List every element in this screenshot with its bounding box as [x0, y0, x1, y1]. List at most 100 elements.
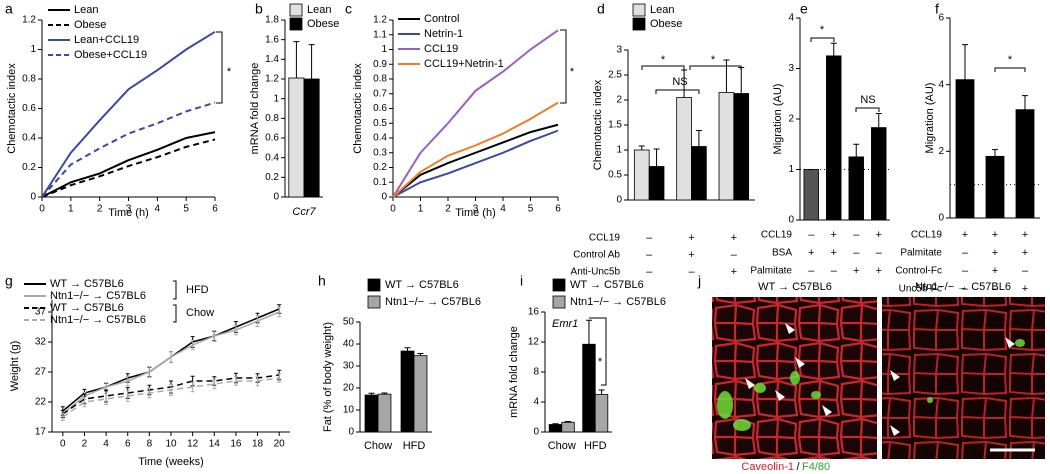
condition-mark: –: [962, 247, 969, 259]
x-tick-label: 1: [418, 204, 424, 215]
error-bar: [381, 392, 388, 395]
condition-mark: –: [808, 229, 815, 241]
y-tick-label: 1.2: [22, 15, 36, 26]
y-tick-label: 0.9: [373, 59, 387, 70]
bar: [582, 343, 596, 433]
annotation: NS: [672, 76, 687, 88]
y-tick-label: 0.8: [265, 113, 279, 124]
error-bar: [169, 384, 173, 396]
error-bar: [417, 352, 424, 356]
error-bar: [585, 319, 592, 345]
panel-letter: e: [800, 1, 808, 17]
legend-label: Lean: [74, 4, 98, 16]
y-tick-label: 0: [938, 213, 944, 224]
error-bar: [277, 306, 282, 318]
stain-label: F4/80: [802, 461, 830, 473]
condition-mark: –: [688, 266, 695, 278]
error-bar: [147, 366, 152, 378]
y-tick-label: 1.1: [373, 29, 387, 40]
condition-mark: –: [646, 232, 653, 244]
x-tick-label: Chow: [364, 440, 392, 452]
x-tick-label: 14: [209, 439, 221, 450]
y-tick-label: 22: [35, 397, 47, 408]
bar: [561, 421, 575, 433]
condition-mark: –: [962, 265, 969, 277]
bar: [803, 169, 819, 221]
legend-label: Ntn1−/− → C57BL6: [50, 290, 146, 302]
legend-label: WT → C57BL6: [50, 302, 124, 314]
bar: [676, 97, 692, 201]
condition-mark: –: [808, 265, 815, 277]
condition-mark: –: [731, 249, 738, 261]
error-bar: [404, 347, 411, 352]
error-bar: [212, 378, 217, 390]
y-tick-label: 0.2: [373, 162, 387, 173]
y-tick-label: 3: [616, 45, 622, 56]
bracket: [810, 37, 835, 42]
x-tick-label: 3: [473, 204, 479, 215]
y-tick-label: 37: [35, 307, 47, 318]
condition-mark: –: [992, 283, 999, 295]
legend-label: Ntn1−/− → C57BL6: [385, 296, 481, 308]
condition-mark: –: [1022, 265, 1029, 277]
y-axis-label: Migration (AU): [924, 83, 936, 154]
series-line: [392, 123, 559, 198]
legend-swatch: [367, 278, 381, 292]
stain-label: Caveolin-1: [741, 461, 794, 473]
image-caption: Ntn1−/− → C57BL6: [915, 281, 1011, 293]
condition-mark: +: [731, 266, 737, 278]
legend-label: Lean+CCL19: [74, 34, 139, 46]
x-tick-label: 4: [103, 439, 109, 450]
bar: [400, 350, 415, 433]
x-tick-label: HFD: [403, 440, 426, 452]
y-tick-label: 1.8: [265, 15, 279, 26]
y-axis-label: Migration (AU): [772, 84, 784, 155]
y-tick-label: 2: [938, 146, 944, 157]
y-tick-label: 1: [788, 164, 794, 175]
error-bar: [147, 387, 152, 399]
legend-label: Control: [424, 13, 459, 25]
legend-swatch: [632, 17, 646, 31]
legend-swatch: [367, 295, 381, 309]
annotation: *: [1008, 54, 1013, 66]
condition-label: CCL19: [911, 230, 943, 241]
y-axis-label: mRNA fold change: [249, 63, 261, 155]
condition-mark: +: [876, 265, 882, 277]
panel-letter: a: [5, 1, 13, 17]
image-caption: WT → C57BL6: [758, 281, 832, 293]
y-tick-label: 40: [343, 339, 355, 350]
x-tick-label: Ccr7: [292, 206, 316, 218]
y-tick-label: 2: [788, 114, 794, 125]
y-tick-label: 0.5: [608, 170, 622, 181]
bar: [871, 127, 887, 221]
y-tick-label: 1: [381, 44, 387, 55]
condition-mark: +: [876, 229, 882, 241]
bracket: [560, 29, 567, 104]
condition-mark: +: [831, 229, 837, 241]
legend-label: WT → C57BL6: [50, 278, 124, 290]
x-tick-label: 2: [97, 204, 103, 215]
y-axis-label: Chemotactic index: [6, 63, 18, 154]
error-bar: [308, 44, 315, 79]
y-axis-label: Weight (g): [9, 341, 21, 392]
error-bar: [598, 389, 605, 395]
series-line: [392, 129, 559, 198]
bar: [288, 77, 305, 198]
y-tick-label: 4: [533, 397, 539, 408]
condition-label: Control Ab: [573, 250, 620, 261]
series-line: [41, 131, 216, 198]
y-tick-label: 2: [616, 95, 622, 106]
legend-swatch: [289, 3, 303, 17]
annotation: *: [570, 66, 575, 78]
y-tick-label: 1: [273, 93, 279, 104]
condition-mark: –: [853, 229, 860, 241]
condition-mark: +: [1022, 283, 1028, 295]
y-tick-label: 0.2: [265, 172, 279, 183]
error-bar: [565, 421, 572, 423]
y-axis-label: Chemotactic index: [592, 79, 604, 170]
annotation: *: [820, 24, 825, 36]
x-tick-label: 16: [230, 439, 242, 450]
bracket: [655, 89, 700, 94]
y-tick-label: 17: [35, 427, 47, 438]
